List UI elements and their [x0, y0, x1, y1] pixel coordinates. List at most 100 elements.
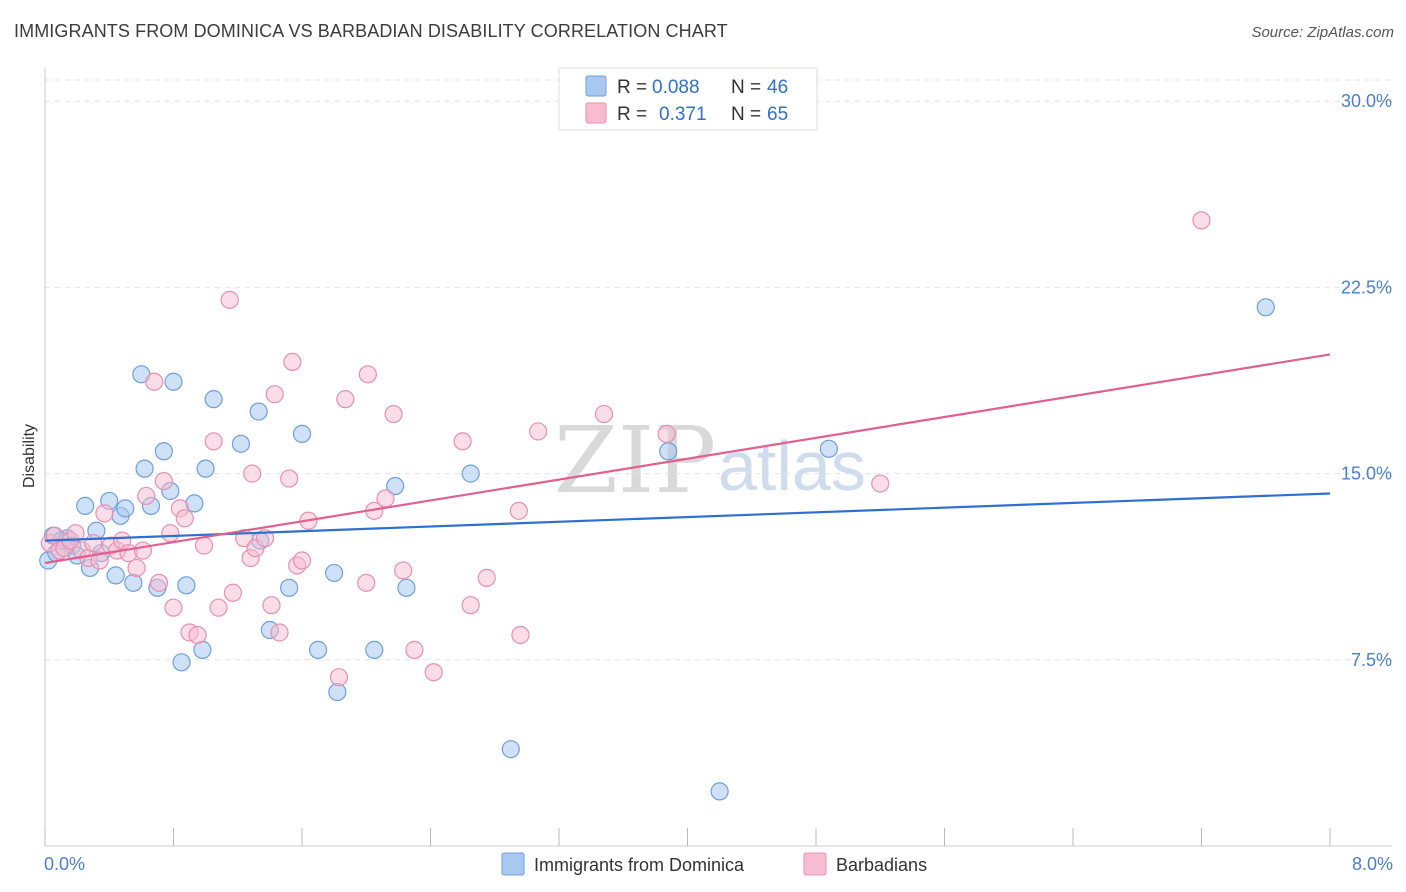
series-dominica-points	[39, 298, 1275, 801]
legend-n-label-barbadians: N =	[731, 104, 761, 125]
data-point	[66, 524, 85, 543]
data-point	[106, 566, 125, 585]
data-point	[292, 551, 312, 570]
x-tick-label: 8.0%	[1352, 854, 1393, 874]
data-point	[594, 404, 614, 424]
y-axis-title: Disability	[21, 424, 38, 488]
data-point	[196, 459, 215, 478]
data-point	[511, 625, 530, 645]
watermark-zip: ZIP	[554, 407, 716, 514]
data-point	[336, 390, 355, 409]
data-point	[376, 489, 395, 508]
data-point	[461, 464, 480, 483]
data-point	[477, 568, 496, 587]
legend-n-value-barbadians: 65	[767, 104, 788, 125]
data-point	[357, 573, 376, 592]
data-point	[231, 434, 251, 453]
data-point	[262, 596, 281, 615]
data-point	[137, 486, 156, 506]
legend-n-label-dominica: N =	[731, 77, 761, 98]
data-point	[149, 573, 169, 592]
data-point	[135, 459, 154, 478]
data-point	[90, 551, 109, 570]
trend-line-barbadians	[44, 353, 1331, 565]
data-point	[280, 578, 299, 597]
series-legend-swatch-dominica[interactable]	[501, 852, 525, 876]
data-point	[127, 558, 146, 578]
legend-r-label-barbadians: R =	[617, 104, 647, 125]
data-point	[329, 668, 349, 687]
data-point	[529, 422, 548, 441]
data-point	[424, 663, 443, 682]
data-point	[710, 782, 729, 801]
gridlines	[45, 79, 1392, 661]
y-tick-label: 22.5%	[1341, 277, 1392, 297]
data-point	[1192, 211, 1211, 230]
data-point	[657, 424, 676, 443]
data-point	[209, 598, 228, 617]
data-point	[394, 561, 413, 580]
data-point	[509, 501, 528, 520]
series-legend: Immigrants from Dominica Barbadians	[501, 852, 927, 876]
data-point	[145, 372, 164, 391]
data-point	[461, 596, 480, 615]
data-point	[255, 529, 275, 548]
data-point	[501, 740, 520, 759]
source-credit[interactable]: Source: ZipAtlas.com	[1251, 24, 1394, 41]
watermark: ZIP atlas	[554, 407, 866, 514]
data-point	[204, 390, 223, 409]
series-legend-label-barbadians[interactable]: Barbadians	[836, 855, 927, 875]
axes	[44, 68, 1392, 847]
data-point	[204, 432, 223, 451]
data-point	[124, 573, 143, 592]
data-point	[116, 499, 135, 518]
chart-title: IMMIGRANTS FROM DOMINICA VS BARBADIAN DI…	[14, 21, 728, 41]
data-point	[161, 524, 180, 543]
data-point	[84, 534, 103, 553]
data-point	[164, 598, 183, 617]
legend-r-value-barbadians: 0.371	[659, 104, 707, 125]
y-tick-label: 30.0%	[1341, 91, 1392, 111]
trend-lines	[44, 353, 1331, 565]
data-point	[659, 442, 678, 461]
series-legend-label-dominica[interactable]: Immigrants from Dominica	[534, 855, 745, 875]
data-point	[283, 352, 302, 372]
y-tick-label: 7.5%	[1351, 650, 1392, 670]
legend-swatch-barbadians	[585, 102, 607, 124]
legend-r-label-dominica: R =	[617, 77, 647, 98]
y-axis-ticks: 7.5% 15.0% 22.5% 30.0%	[1341, 91, 1392, 670]
watermark-atlas: atlas	[718, 427, 866, 505]
data-point	[819, 439, 838, 458]
data-point	[397, 578, 416, 597]
data-point	[292, 424, 312, 443]
data-point	[76, 496, 95, 515]
data-point	[175, 509, 194, 528]
data-point	[194, 536, 214, 555]
data-point	[220, 290, 239, 309]
data-point	[164, 372, 183, 391]
data-point	[133, 541, 153, 560]
data-point	[871, 474, 890, 493]
data-point	[308, 640, 328, 659]
data-point	[154, 442, 173, 461]
data-point	[358, 365, 377, 384]
series-legend-swatch-barbadians[interactable]	[803, 852, 827, 876]
data-point	[270, 623, 289, 642]
data-point	[95, 504, 114, 523]
data-point	[1256, 298, 1275, 317]
data-point	[154, 471, 173, 491]
data-point	[280, 469, 299, 488]
data-point	[453, 432, 472, 451]
legend-swatch-dominica	[585, 75, 607, 97]
data-point	[365, 640, 384, 659]
data-point	[265, 385, 284, 404]
data-point	[172, 653, 191, 672]
x-axis-ticks: 0.0% 8.0%	[44, 828, 1393, 874]
data-point	[249, 402, 268, 421]
data-point	[386, 476, 405, 496]
legend-r-value-dominica: 0.088	[652, 77, 700, 98]
x-tick-label: 0.0%	[44, 854, 85, 874]
data-point	[188, 625, 207, 645]
y-tick-label: 15.0%	[1341, 464, 1392, 484]
